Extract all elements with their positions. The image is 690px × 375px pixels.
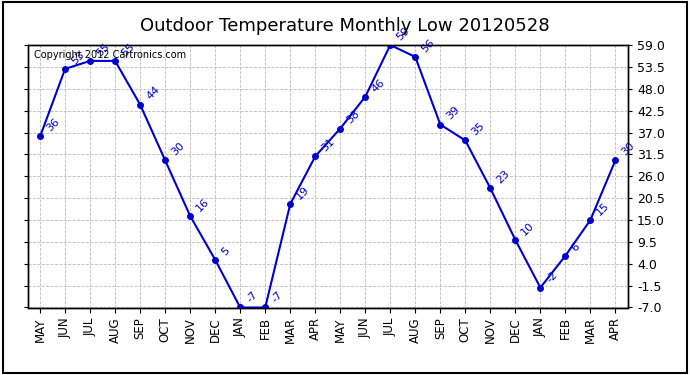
- Text: 16: 16: [195, 196, 211, 213]
- Text: 38: 38: [344, 109, 362, 126]
- Text: 23: 23: [495, 168, 511, 185]
- Text: 15: 15: [595, 200, 611, 217]
- Text: Copyright 2012 Cartronics.com: Copyright 2012 Cartronics.com: [34, 50, 186, 60]
- Text: 55: 55: [119, 41, 137, 58]
- Text: -7: -7: [244, 290, 259, 305]
- Text: 44: 44: [144, 85, 161, 102]
- Text: 35: 35: [469, 121, 486, 138]
- Text: 39: 39: [444, 105, 462, 122]
- Text: 5: 5: [219, 245, 231, 257]
- Text: 59: 59: [395, 25, 411, 42]
- Text: 30: 30: [169, 141, 186, 158]
- Text: 31: 31: [319, 136, 337, 154]
- Text: 53: 53: [69, 49, 86, 66]
- Text: -7: -7: [269, 290, 284, 305]
- Text: 19: 19: [295, 184, 311, 201]
- Text: 56: 56: [420, 37, 437, 54]
- Text: 46: 46: [369, 77, 386, 94]
- Text: 36: 36: [44, 117, 61, 134]
- Text: 55: 55: [95, 41, 111, 58]
- Text: 30: 30: [620, 141, 637, 158]
- Text: 6: 6: [569, 241, 582, 253]
- Text: -2: -2: [544, 270, 560, 285]
- Text: 10: 10: [520, 220, 537, 237]
- Text: Outdoor Temperature Monthly Low 20120528: Outdoor Temperature Monthly Low 20120528: [140, 17, 550, 35]
